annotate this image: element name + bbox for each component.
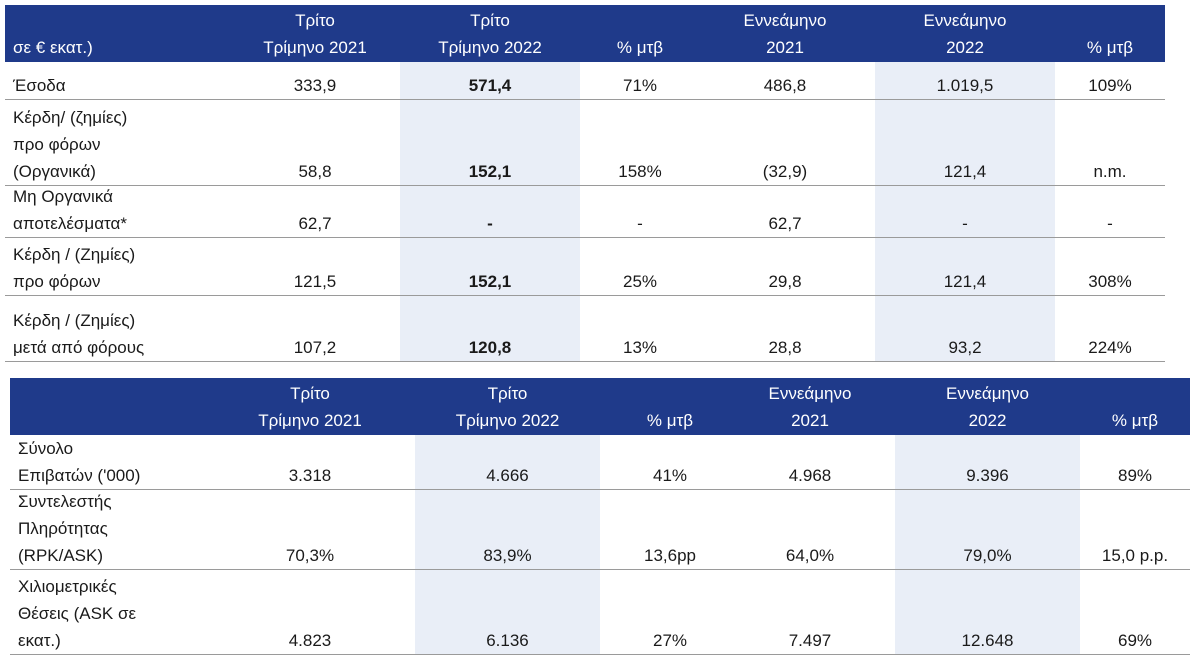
row-rule (5, 237, 1165, 238)
column-header: % μτβ (616, 38, 664, 57)
cell: - (1107, 214, 1113, 233)
row-label: Συντελεστής Πληρότητας (RPK/ASK) (18, 492, 112, 565)
column-header: Εννεάμηνο 2022 (946, 384, 1029, 430)
row-rule (10, 569, 1190, 570)
cell: 7.497 (788, 631, 832, 650)
cell: 486,8 (763, 76, 807, 95)
cell: 15,0 p.p. (1101, 546, 1169, 565)
cell: 89% (1117, 466, 1153, 485)
cell: 121,4 (943, 162, 987, 181)
column-header: Τρίτο Τρίμηνο 2022 (455, 384, 560, 430)
cell: (32,9) (762, 162, 808, 181)
column-header: Εννεάμηνο 2022 (923, 11, 1007, 57)
row-rule (5, 99, 1165, 100)
cell: 71% (622, 76, 658, 95)
cell: 13% (622, 338, 658, 357)
cell: 29,8 (768, 272, 802, 291)
cell: 64,0% (785, 546, 835, 565)
row-rule (5, 185, 1165, 186)
cell: 58,8 (298, 162, 332, 181)
cell: 121,5 (293, 272, 337, 291)
cell: 25% (622, 272, 658, 291)
column-header: Εννεάμηνο 2021 (768, 384, 852, 430)
cell: 62,7 (768, 214, 802, 233)
cell: 93,2 (948, 338, 982, 357)
column-header: % μτβ (646, 411, 694, 430)
header-band (10, 378, 1190, 435)
row-label: Κέρδη / (Ζημίες) μετά από φόρους (13, 311, 145, 357)
cell: 109% (1088, 76, 1132, 95)
cell: 4.968 (788, 466, 832, 485)
row-label: Κέρδη/ (ζημίες) προ φόρων (Οργανικά) (13, 108, 128, 181)
row-rule (10, 654, 1190, 655)
cell: - (962, 214, 968, 233)
row-label: Χιλιομετρικές Θέσεις (ASK σε εκατ.) (18, 577, 137, 650)
cell: 41% (652, 466, 688, 485)
row-label: Μη Οργανικά αποτελέσματα* (13, 187, 127, 233)
cell: 4.666 (486, 466, 529, 485)
cell: 70,3% (285, 546, 335, 565)
cell: 152,1 (468, 162, 512, 181)
cell: 27% (652, 631, 688, 650)
cell: 224% (1088, 338, 1132, 357)
header-band (5, 5, 1165, 62)
row-label: Κέρδη / (Ζημίες) προ φόρων (13, 245, 136, 291)
row-rule (10, 489, 1190, 490)
cell: 4.823 (288, 631, 332, 650)
cell: 69% (1117, 631, 1153, 650)
cell: 308% (1088, 272, 1132, 291)
cell: 83,9% (483, 546, 532, 565)
column-shade (400, 62, 580, 362)
row-rule (5, 361, 1165, 362)
cell: 158% (618, 162, 662, 181)
cell: 1.019,5 (936, 76, 994, 95)
cell: 3.318 (288, 466, 332, 485)
cell: 571,4 (468, 76, 512, 95)
cell: 12.648 (961, 631, 1014, 650)
column-header: Τρίτο Τρίμηνο 2021 (263, 11, 367, 57)
cell: 121,4 (943, 272, 987, 291)
column-header: Τρίτο Τρίμηνο 2021 (258, 384, 362, 430)
cell: 28,8 (768, 338, 802, 357)
cell: 6.136 (486, 631, 529, 650)
cell: - (637, 214, 643, 233)
row-label: Έσοδα (13, 76, 66, 95)
column-shade (895, 435, 1080, 655)
cell: 120,8 (468, 338, 512, 357)
column-shade (415, 435, 600, 655)
cell: n.m. (1093, 162, 1127, 181)
cell: 107,2 (293, 338, 337, 357)
cell: - (487, 214, 493, 233)
cell: 62,7 (298, 214, 332, 233)
cell: 152,1 (468, 272, 512, 291)
column-header: % μτβ (1111, 411, 1159, 430)
column-header: % μτβ (1086, 38, 1134, 57)
column-header: Τρίτο Τρίμηνο 2022 (438, 11, 542, 57)
unit-label: σε € εκατ.) (13, 38, 93, 57)
row-label: Σύνολο Επιβατών ('000) (18, 439, 141, 485)
column-shade (875, 62, 1055, 362)
cell: 9.396 (966, 466, 1009, 485)
cell: 13,6pp (644, 546, 696, 565)
cell: 333,9 (293, 76, 337, 95)
column-header: Εννεάμηνο 2021 (743, 11, 827, 57)
cell: 79,0% (963, 546, 1012, 565)
row-rule (5, 295, 1165, 296)
